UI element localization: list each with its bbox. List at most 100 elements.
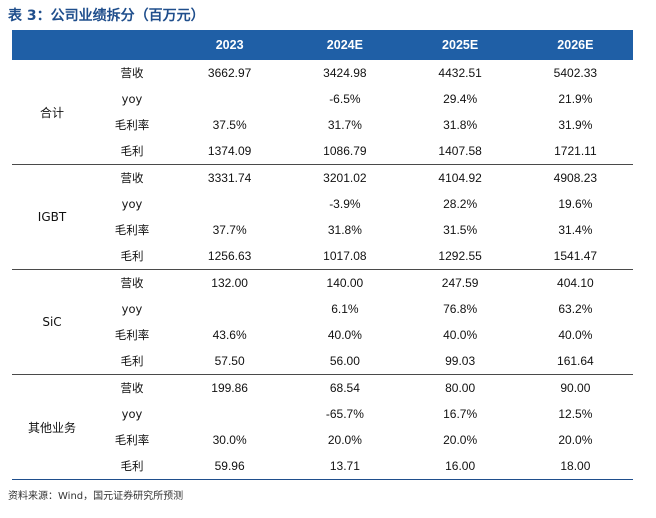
metric-label: 营收 <box>92 164 172 191</box>
value-cell: 1256.63 <box>207 249 252 263</box>
table-title: 表 3：公司业绩拆分（百万元） <box>8 8 205 24</box>
value-cell: 5402.33 <box>553 66 598 80</box>
metric-label: 营收 <box>92 374 172 401</box>
group-label: 其他业务 <box>12 374 92 480</box>
value-cell: 13.71 <box>329 459 360 473</box>
value-cell: 1541.47 <box>553 249 598 263</box>
value-cell: 40.0% <box>327 328 362 342</box>
value-cell: 31.8% <box>327 223 362 237</box>
table-row: 毛利率 37.7% 31.8% 31.5% 31.4% <box>12 217 633 243</box>
table-row: 合计 营收 3662.97 3424.98 4432.51 5402.33 <box>12 60 633 120</box>
value-cell: 6.1% <box>331 302 359 316</box>
value-cell: 1086.79 <box>323 144 367 158</box>
value-cell: 56.00 <box>329 354 360 368</box>
value-cell: -6.5% <box>329 92 361 106</box>
value-cell: 20.0% <box>558 433 593 447</box>
value-cell: 31.7% <box>327 118 362 132</box>
value-cell: 80.00 <box>402 374 518 401</box>
value-cell: 40.0% <box>443 328 478 342</box>
metric-label: 毛利率 <box>114 223 150 237</box>
table-row: 毛利率 43.6% 40.0% 40.0% 40.0% <box>12 322 633 348</box>
value-cell: 31.8% <box>443 118 478 132</box>
value-cell: 12.5% <box>558 407 593 421</box>
value-cell <box>172 191 287 217</box>
value-cell: 16.00 <box>445 459 476 473</box>
value-cell: 68.54 <box>287 374 403 401</box>
metric-label: 毛利 <box>120 354 144 368</box>
value-cell: 29.4% <box>443 92 478 106</box>
value-cell: 3662.97 <box>207 66 252 80</box>
table-row: 其他业务 营收 199.86 68.54 80.00 90.00 <box>12 374 633 480</box>
value-cell: 28.2% <box>443 197 478 211</box>
header-year: 2024E <box>287 30 403 60</box>
value-cell: 161.64 <box>557 354 594 368</box>
value-cell: 3201.02 <box>287 164 403 191</box>
value-cell <box>172 296 287 322</box>
metric-label: 营收 <box>120 66 144 80</box>
metric-label: 毛利率 <box>114 118 150 132</box>
value-cell: 20.0% <box>327 433 362 447</box>
metric-label: yoy <box>121 302 143 316</box>
value-cell: 40.0% <box>558 328 593 342</box>
value-cell: 4104.92 <box>402 164 518 191</box>
value-cell: 20.0% <box>443 433 478 447</box>
value-cell: -65.7% <box>325 407 364 421</box>
value-cell: 57.50 <box>214 354 245 368</box>
source-note: 资料来源：Wind，国元证券研究所预测 <box>8 491 184 502</box>
value-cell: 1292.55 <box>438 249 482 263</box>
value-cell: 63.2% <box>558 302 593 316</box>
value-cell: 1017.08 <box>323 249 367 263</box>
metric-label: yoy <box>121 197 143 211</box>
table-body: 合计 营收 3662.97 3424.98 4432.51 5402.33 yoy -6.5%… <box>12 60 633 480</box>
value-cell: 1374.09 <box>207 144 252 158</box>
value-cell <box>172 86 287 112</box>
metric-label: 营收 <box>92 269 172 296</box>
value-cell: 1721.11 <box>554 144 597 158</box>
value-cell: 3331.74 <box>172 164 288 191</box>
metric-label: yoy <box>121 407 143 421</box>
group-label: IGBT <box>12 164 92 270</box>
metric-label: 毛利率 <box>114 328 150 342</box>
header-blank-metric <box>92 30 172 60</box>
header-year: 2025E <box>402 30 518 60</box>
value-cell: 30.0% <box>212 433 247 447</box>
table-row: yoy -6.5% 29.4% 21.9% <box>12 86 633 112</box>
value-cell <box>172 401 287 427</box>
value-cell: 4908.23 <box>517 164 633 191</box>
header-year: 2023 <box>172 30 288 60</box>
table-row: IGBT 营收 3331.74 3201.02 4104.92 4908.23 <box>12 164 633 270</box>
table-row: 毛利 57.50 56.00 99.03 161.64 <box>12 348 633 375</box>
table-row: yoy -3.9% 28.2% 19.6% <box>12 191 633 217</box>
metric-label: yoy <box>121 92 143 106</box>
value-cell: 247.59 <box>402 269 518 296</box>
value-cell: 16.7% <box>443 407 478 421</box>
value-cell: 31.9% <box>558 118 593 132</box>
earnings-breakdown-table: 2023 2024E 2025E 2026E 合计 营收 3662.97 3424.9… <box>12 30 633 480</box>
value-cell: 59.96 <box>214 459 245 473</box>
value-cell: -3.9% <box>329 197 361 211</box>
value-cell: 132.00 <box>172 269 288 296</box>
metric-label: 毛利 <box>120 144 144 158</box>
value-cell: 43.6% <box>212 328 247 342</box>
value-cell: 37.7% <box>212 223 247 237</box>
value-cell: 37.5% <box>212 118 247 132</box>
value-cell: 1407.58 <box>438 144 482 158</box>
table-row: 毛利率 37.5% 31.7% 31.8% 31.9% <box>12 112 633 138</box>
table-row: 毛利 1374.09 1086.79 1407.58 1721.11 <box>12 138 633 165</box>
group-label: SiC <box>12 269 92 375</box>
header-year: 2026E <box>517 30 633 60</box>
value-cell: 199.86 <box>172 374 288 401</box>
table-row: SiC 营收 132.00 140.00 247.59 404.10 <box>12 269 633 375</box>
value-cell: 3424.98 <box>323 66 367 80</box>
metric-label: 毛利率 <box>114 433 150 447</box>
metric-label: 毛利 <box>120 249 144 263</box>
table-row: 毛利 1256.63 1017.08 1292.55 1541.47 <box>12 243 633 270</box>
header-row: 2023 2024E 2025E 2026E <box>12 30 633 60</box>
value-cell: 19.6% <box>558 197 593 211</box>
value-cell: 31.5% <box>443 223 478 237</box>
table-row: 毛利 59.96 13.71 16.00 18.00 <box>12 453 633 480</box>
value-cell: 99.03 <box>445 354 476 368</box>
group-label: 合计 <box>39 105 64 120</box>
value-cell: 404.10 <box>517 269 633 296</box>
value-cell: 90.00 <box>517 374 633 401</box>
